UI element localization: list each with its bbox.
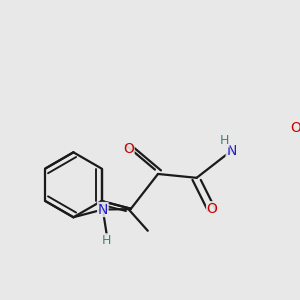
Text: H: H (102, 234, 111, 247)
Text: O: O (123, 142, 134, 156)
Text: O: O (207, 202, 218, 216)
Text: H: H (220, 134, 229, 147)
Text: N: N (98, 202, 108, 217)
Text: N: N (226, 144, 237, 158)
Text: O: O (290, 121, 300, 135)
